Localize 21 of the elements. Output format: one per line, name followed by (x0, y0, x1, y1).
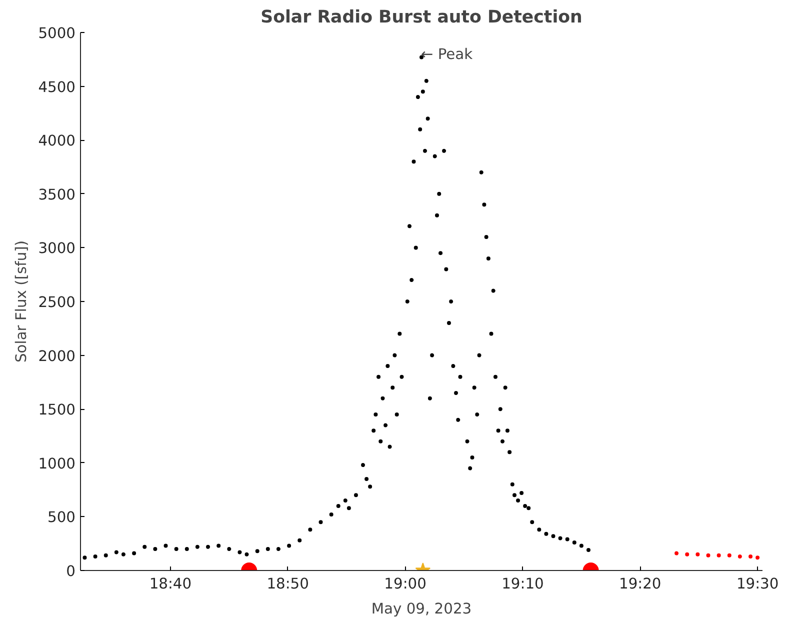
y-axis-title: Solar Flux ([sfu]) (13, 240, 30, 363)
y-tick-label: 3500 (38, 186, 76, 204)
y-tick-label: 3000 (38, 240, 76, 258)
x-axis-title: May 09, 2023 (371, 600, 472, 618)
y-tick-label: 2500 (38, 294, 76, 311)
y-tick-label: 5000 (38, 25, 76, 42)
y-tick-label: 0 (66, 563, 76, 580)
y-tick-label: 500 (48, 509, 76, 526)
annotation: ← Peak (420, 46, 474, 64)
y-tick-label: 4000 (38, 132, 76, 150)
x-tick-label: 19:00 (384, 576, 426, 592)
y-tick-label: 4500 (38, 78, 76, 96)
x-tick-label: 18:40 (149, 576, 192, 592)
x-tick-label: 19:30 (736, 576, 779, 592)
x-tick-label: 19:10 (502, 576, 544, 592)
x-tick-label: 19:20 (619, 576, 662, 592)
y-tick-label: 2000 (38, 348, 76, 365)
x-tick-label: 18:50 (266, 576, 309, 592)
y-tick-label: 1500 (38, 402, 76, 419)
y-tick-label: 1000 (38, 455, 76, 472)
chart-title: Solar Radio Burst auto Detection (260, 8, 582, 28)
